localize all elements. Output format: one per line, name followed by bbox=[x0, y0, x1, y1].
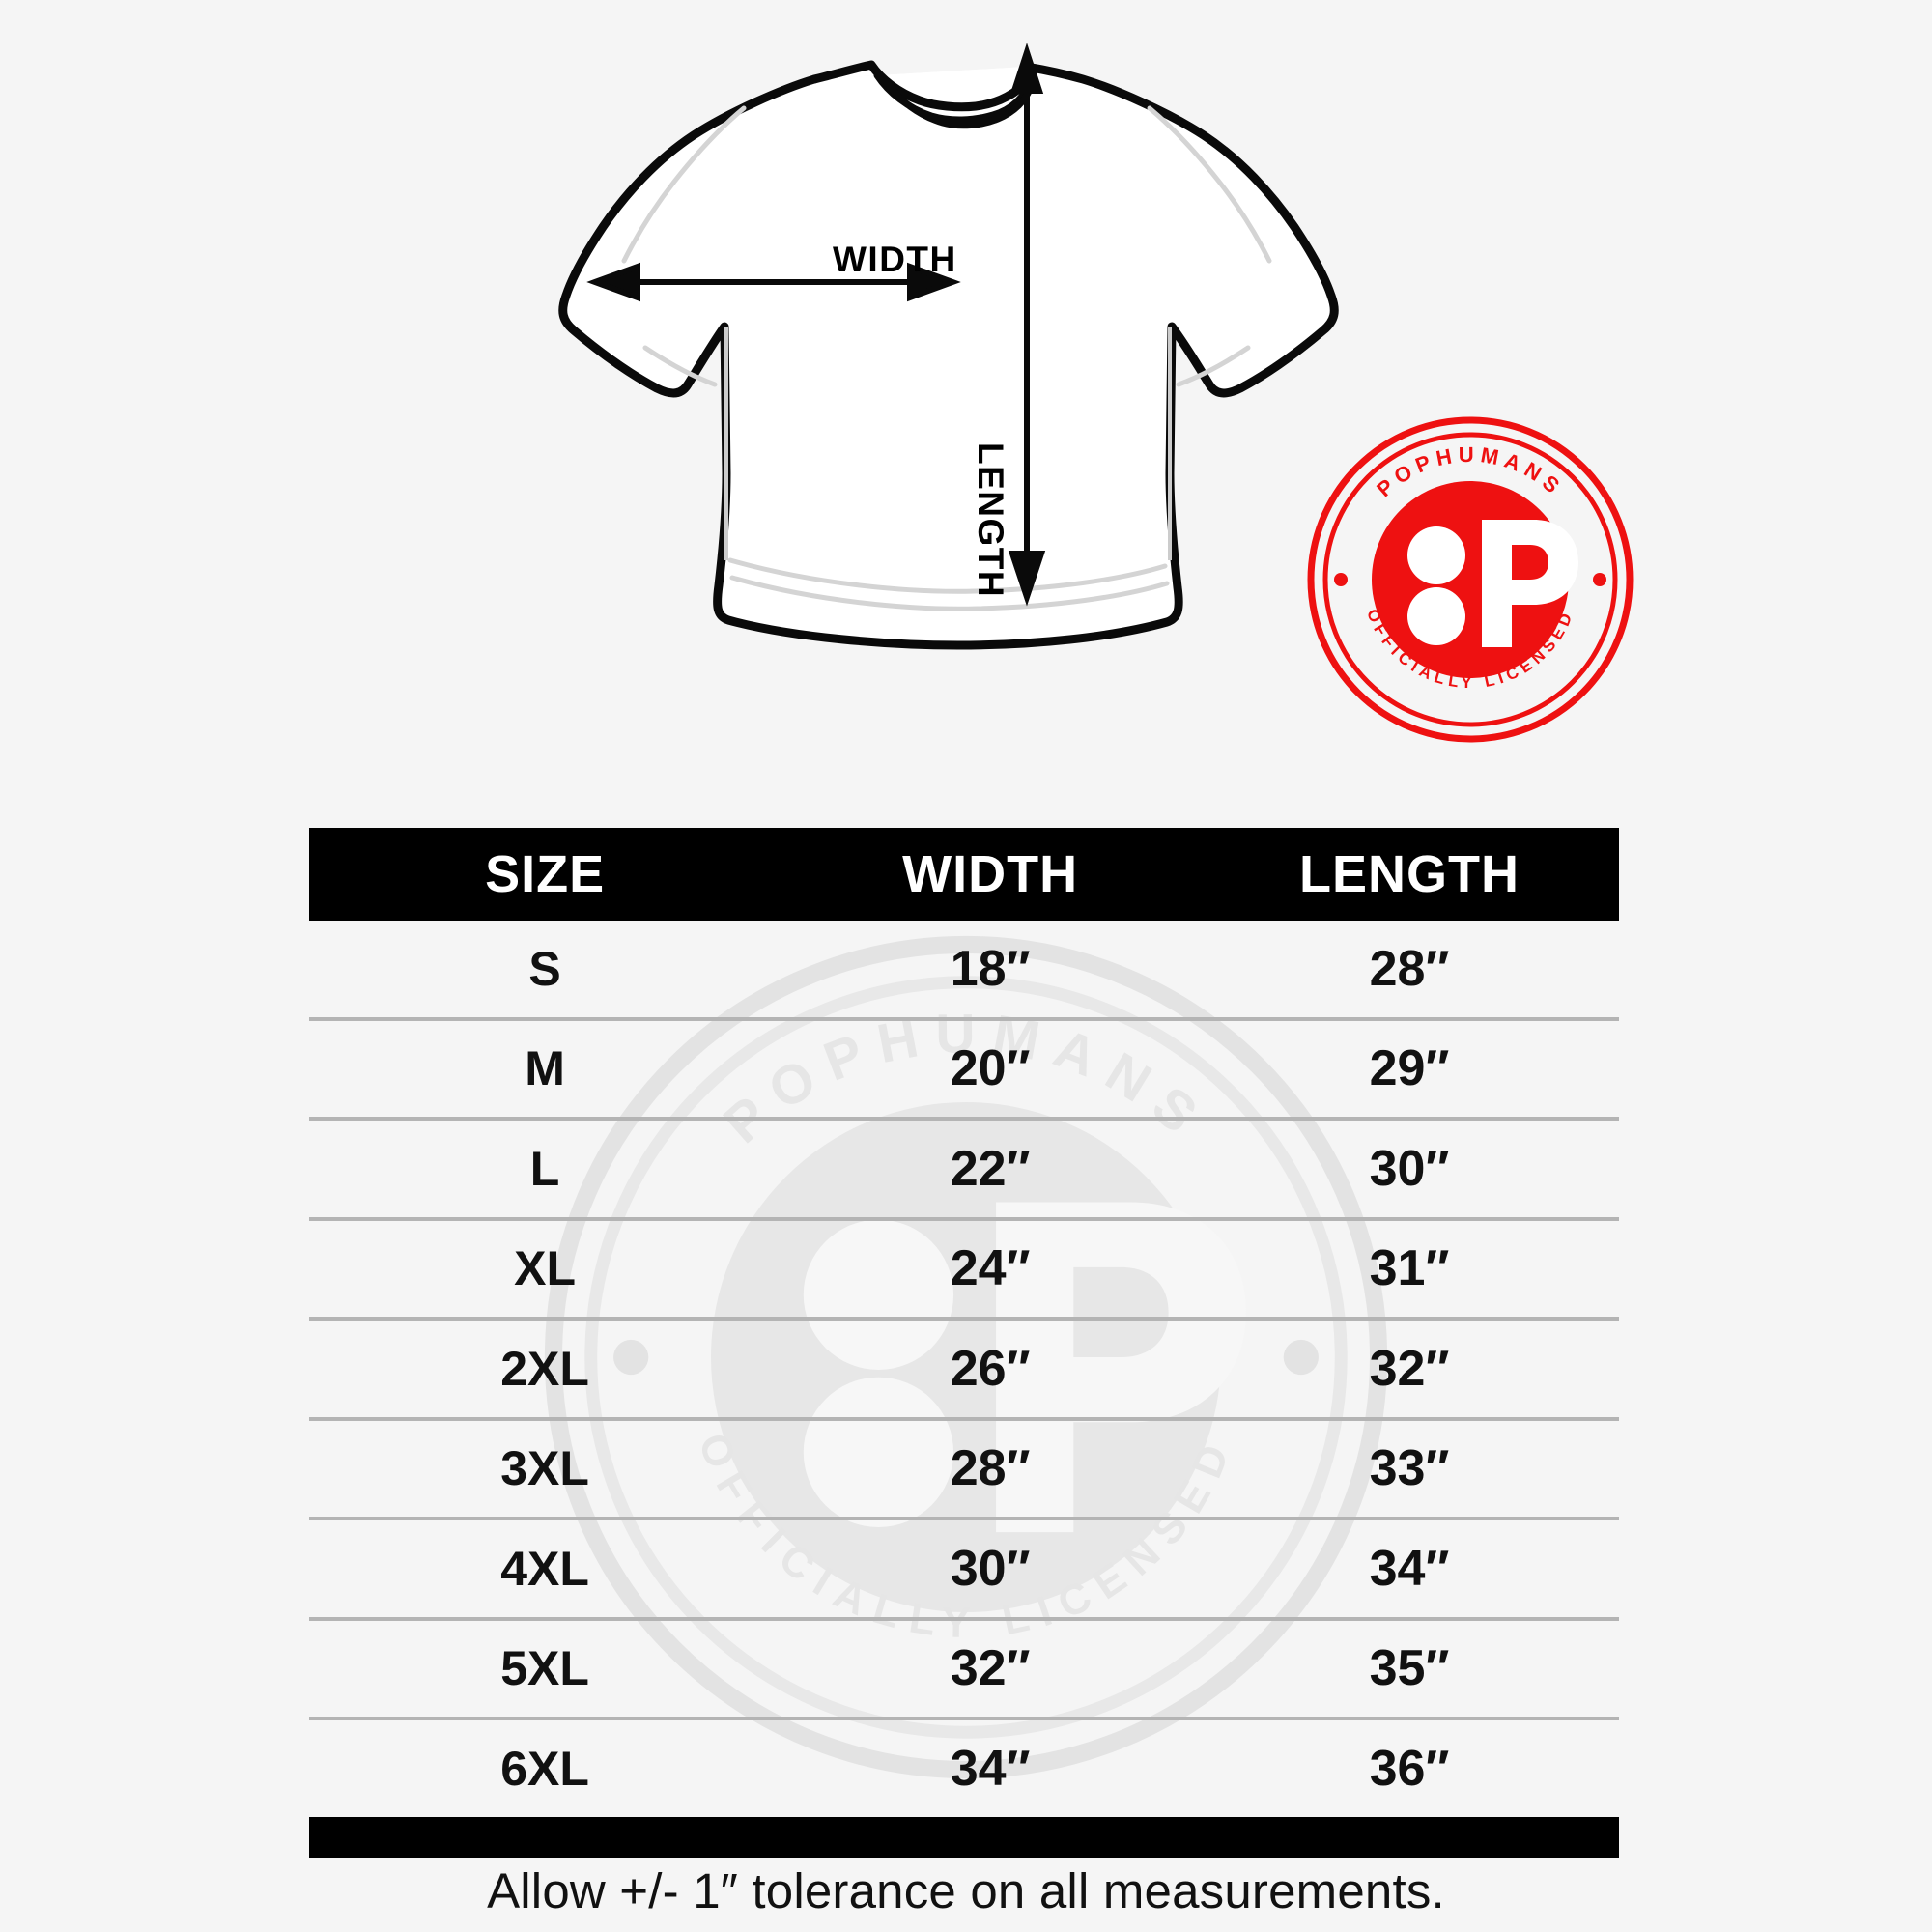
cell-length: 36″ bbox=[1369, 1740, 1450, 1797]
cell-width: 20″ bbox=[950, 1040, 1031, 1097]
cell-length: 32″ bbox=[1369, 1340, 1450, 1397]
table-row: 3XL 28″ 33″ bbox=[309, 1416, 1619, 1518]
cell-length: 31″ bbox=[1369, 1240, 1450, 1297]
cell-width: 22″ bbox=[950, 1140, 1031, 1197]
column-header-length: LENGTH bbox=[1299, 845, 1520, 903]
size-chart-table: SIZE WIDTH LENGTH S 18″ 28″ M 20″ 29″ L … bbox=[309, 828, 1619, 1858]
column-header-size: SIZE bbox=[485, 845, 606, 903]
cell-length: 29″ bbox=[1369, 1040, 1450, 1097]
cell-width: 30″ bbox=[950, 1540, 1031, 1597]
cell-size: XL bbox=[514, 1241, 577, 1296]
cell-width: 32″ bbox=[950, 1640, 1031, 1697]
cell-size: L bbox=[529, 1141, 560, 1196]
tolerance-note: Allow +/- 1″ tolerance on all measuremen… bbox=[487, 1863, 1445, 1918]
cell-size: 3XL bbox=[500, 1441, 589, 1496]
cell-width: 24″ bbox=[950, 1240, 1031, 1297]
cell-width: 28″ bbox=[950, 1440, 1031, 1497]
cell-length: 35″ bbox=[1369, 1640, 1450, 1697]
cell-length: 33″ bbox=[1369, 1440, 1450, 1497]
cell-width: 18″ bbox=[950, 940, 1031, 997]
cell-width: 34″ bbox=[950, 1740, 1031, 1797]
table-row: 5XL 32″ 35″ bbox=[309, 1616, 1619, 1718]
badge-outer-ring bbox=[1307, 416, 1634, 743]
table-row: XL 24″ 31″ bbox=[309, 1216, 1619, 1318]
cell-size: 6XL bbox=[500, 1741, 589, 1796]
illustration-area: WIDTH LENGTH POPHU bbox=[0, 0, 1932, 811]
table-row: M 20″ 29″ bbox=[309, 1016, 1619, 1118]
badge-inner-ring bbox=[1322, 432, 1618, 727]
cell-length: 30″ bbox=[1369, 1140, 1450, 1197]
cell-size: 5XL bbox=[500, 1641, 589, 1696]
cell-size: S bbox=[528, 941, 561, 996]
pophumans-logo-badge: POPHUMANS OFFICIALLY LICENSED bbox=[1306, 415, 1634, 744]
badge-dot-left bbox=[1334, 573, 1348, 586]
table-row: 2XL 26″ 32″ bbox=[309, 1317, 1619, 1417]
badge-dot-lower bbox=[1407, 587, 1465, 645]
tshirt-diagram bbox=[522, 19, 1372, 792]
table-row: S 18″ 28″ bbox=[309, 921, 1619, 1017]
cell-size: 2XL bbox=[500, 1341, 589, 1396]
table-body: S 18″ 28″ M 20″ 29″ L 22″ 30″ XL 24″ 31″… bbox=[309, 921, 1619, 1817]
table-header-row: SIZE WIDTH LENGTH bbox=[309, 828, 1619, 921]
badge-dot-upper bbox=[1407, 526, 1465, 584]
column-header-width: WIDTH bbox=[902, 845, 1079, 903]
table-row: 6XL 34″ 36″ bbox=[309, 1717, 1619, 1817]
cell-length: 28″ bbox=[1369, 940, 1450, 997]
badge-monogram-p bbox=[1482, 520, 1578, 647]
table-row: L 22″ 30″ bbox=[309, 1117, 1619, 1217]
badge-dot-right bbox=[1593, 573, 1606, 586]
table-row: 4XL 30″ 34″ bbox=[309, 1517, 1619, 1617]
cell-size: 4XL bbox=[500, 1541, 589, 1596]
cell-length: 34″ bbox=[1369, 1540, 1450, 1597]
table-footer-bar bbox=[309, 1816, 1619, 1858]
width-dimension-label: WIDTH bbox=[833, 240, 957, 279]
length-dimension-label: LENGTH bbox=[971, 442, 1010, 599]
cell-size: M bbox=[525, 1041, 565, 1096]
cell-width: 26″ bbox=[950, 1340, 1031, 1397]
